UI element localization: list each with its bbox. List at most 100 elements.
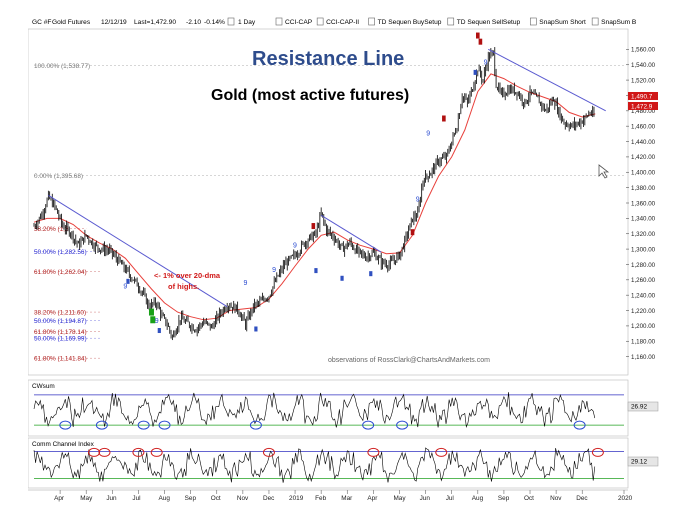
- signal-circle: [573, 420, 586, 430]
- y-tick-label: 1,540.00: [631, 62, 656, 69]
- resistance-line: [320, 214, 382, 253]
- signal-circle: [98, 447, 111, 457]
- nine-count-label: 9: [272, 267, 276, 274]
- oscillator-value: 29.12: [631, 459, 647, 466]
- price-flag: [628, 92, 658, 100]
- fib-label: 50.00% (1,194.87): [34, 318, 87, 325]
- x-tick-label: Jul: [446, 495, 454, 502]
- signal-circle: [95, 420, 108, 430]
- nine-count-label: 9: [426, 130, 430, 137]
- x-tick-label: Sep: [185, 495, 197, 502]
- oscillator-value-box: [627, 456, 659, 467]
- mouse-cursor-icon: [598, 164, 610, 179]
- fib-label: 0.00% (1,395.68): [34, 173, 83, 180]
- y-tick-label: 1,280.00: [631, 262, 656, 269]
- oscillator-line: [33, 447, 596, 483]
- header-studies: CCI-CAP CCI-CAP-II TD Sequen BuySetup TD Se…: [275, 17, 637, 26]
- signal-circle: [59, 420, 72, 430]
- dma-annotation-line-1: <- 1% over 20-dma: [154, 271, 221, 280]
- x-tick-label: Jul: [132, 495, 140, 502]
- x-tick-label: Apr: [367, 495, 378, 502]
- buy-marker: [340, 275, 344, 281]
- oscillator-panel: CWsum 26.92: [28, 379, 659, 437]
- x-tick-label: Oct: [211, 495, 221, 502]
- dma-annotation-line-2: of highs.: [168, 282, 199, 291]
- x-tick-label: 2020: [618, 495, 633, 502]
- nine-count-label: 9: [484, 60, 488, 67]
- sell-marker: [478, 38, 483, 45]
- ma-line: [33, 73, 596, 321]
- study-label: TD Sequen BuySetup: [378, 19, 442, 26]
- y-tick-label: 1,520.00: [631, 77, 656, 84]
- study-checkbox-icon: [275, 17, 283, 26]
- header-change: -2.10: [186, 19, 201, 26]
- x-tick-label: Aug: [159, 495, 171, 502]
- x-tick-label: Oct: [524, 495, 534, 502]
- fib-label: 38.20% (1,3: [34, 226, 69, 233]
- oscillator-value-box: [627, 401, 659, 412]
- x-tick-label: Dec: [576, 495, 588, 502]
- fib-levels: 100.00% (1,538.77) 0.00% (1,395.68) 38.20%…: [34, 63, 624, 363]
- td-markers: 9 9 9 9 9 9 9 9: [123, 32, 488, 334]
- header-change-pct: -0.14%: [204, 19, 225, 26]
- y-tick-label: 1,220.00: [631, 308, 656, 315]
- oscillator-border: [28, 437, 629, 489]
- header-name: Gold Futures: [52, 19, 91, 26]
- x-tick-label: Feb: [315, 495, 326, 502]
- x-tick-label: 2019: [289, 495, 304, 502]
- study-checkbox-icon: [591, 17, 599, 26]
- fib-label: 50.00% (1,169.99): [34, 336, 87, 343]
- y-tick-label: 1,380.00: [631, 185, 656, 192]
- dma-annotation: <- 1% over 20-dma of highs.: [154, 271, 222, 291]
- fib-label: 50.00% (1,282.56): [34, 249, 87, 256]
- y-tick-label: 1,480.00: [631, 108, 656, 115]
- y-tick-label: 1,440.00: [631, 139, 656, 146]
- signal-circle: [362, 420, 375, 430]
- green-marker: [150, 316, 156, 324]
- fib-label: 100.00% (1,538.77): [34, 63, 90, 70]
- study-label: SnapSum Short: [539, 19, 586, 26]
- study-label: CCI-CAP-II: [326, 19, 359, 26]
- header-checkbox-icon[interactable]: [227, 17, 235, 26]
- signal-circle: [435, 447, 448, 457]
- signal-circle: [591, 447, 604, 457]
- price-bars: [33, 47, 595, 341]
- study-label: CCI-CAP: [285, 19, 313, 26]
- oscillator-value: 26.92: [631, 404, 647, 411]
- header-last: Last=1,472.90: [134, 19, 176, 26]
- fib-label: 61.80% (1,141.84): [34, 356, 87, 363]
- x-tick-label: Jun: [106, 495, 117, 502]
- oscillator-panel: Comm Channel Index 29.12: [28, 437, 659, 489]
- green-marker: [148, 308, 154, 316]
- sell-marker: [311, 223, 316, 230]
- buy-marker: [126, 278, 130, 284]
- signal-circle: [396, 420, 409, 430]
- resistance-line: [48, 194, 228, 308]
- y-tick-label: 1,300.00: [631, 246, 656, 253]
- x-tick-label: Jun: [420, 495, 431, 502]
- x-tick-label: Dec: [263, 495, 275, 502]
- nine-count-label: 9: [243, 280, 247, 287]
- buy-marker: [254, 326, 258, 332]
- y-tick-label: 1,360.00: [631, 200, 656, 207]
- x-tick-label: Aug: [472, 495, 484, 502]
- x-tick-label: Sep: [498, 495, 510, 502]
- signal-circle: [88, 447, 101, 457]
- signal-circle: [249, 420, 262, 430]
- x-tick-label: Nov: [550, 495, 562, 502]
- y-tick-label: 1,560.00: [631, 47, 656, 54]
- signal-circle: [262, 447, 275, 457]
- oscillator-panels: CWsum 26.92 Comm Channel Index 29.12: [28, 379, 659, 489]
- y-tick-label: 1,160.00: [631, 354, 656, 361]
- y-tick-label: 1,240.00: [631, 292, 656, 299]
- sell-marker: [442, 115, 446, 122]
- signal-circle: [158, 420, 171, 430]
- buy-marker: [473, 69, 477, 75]
- sell-marker: [410, 229, 415, 236]
- time-axis: Apr May Jun Jul Aug Sep Oct Nov Dec 2019 Feb Mar Apr…: [28, 489, 633, 502]
- y-tick-label: 1,320.00: [631, 231, 656, 238]
- signal-circle: [137, 420, 150, 430]
- header-interval: 1 Day: [238, 19, 256, 26]
- y-tick-label: 1,200.00: [631, 323, 656, 330]
- oscillator-name: CWsum: [32, 383, 55, 390]
